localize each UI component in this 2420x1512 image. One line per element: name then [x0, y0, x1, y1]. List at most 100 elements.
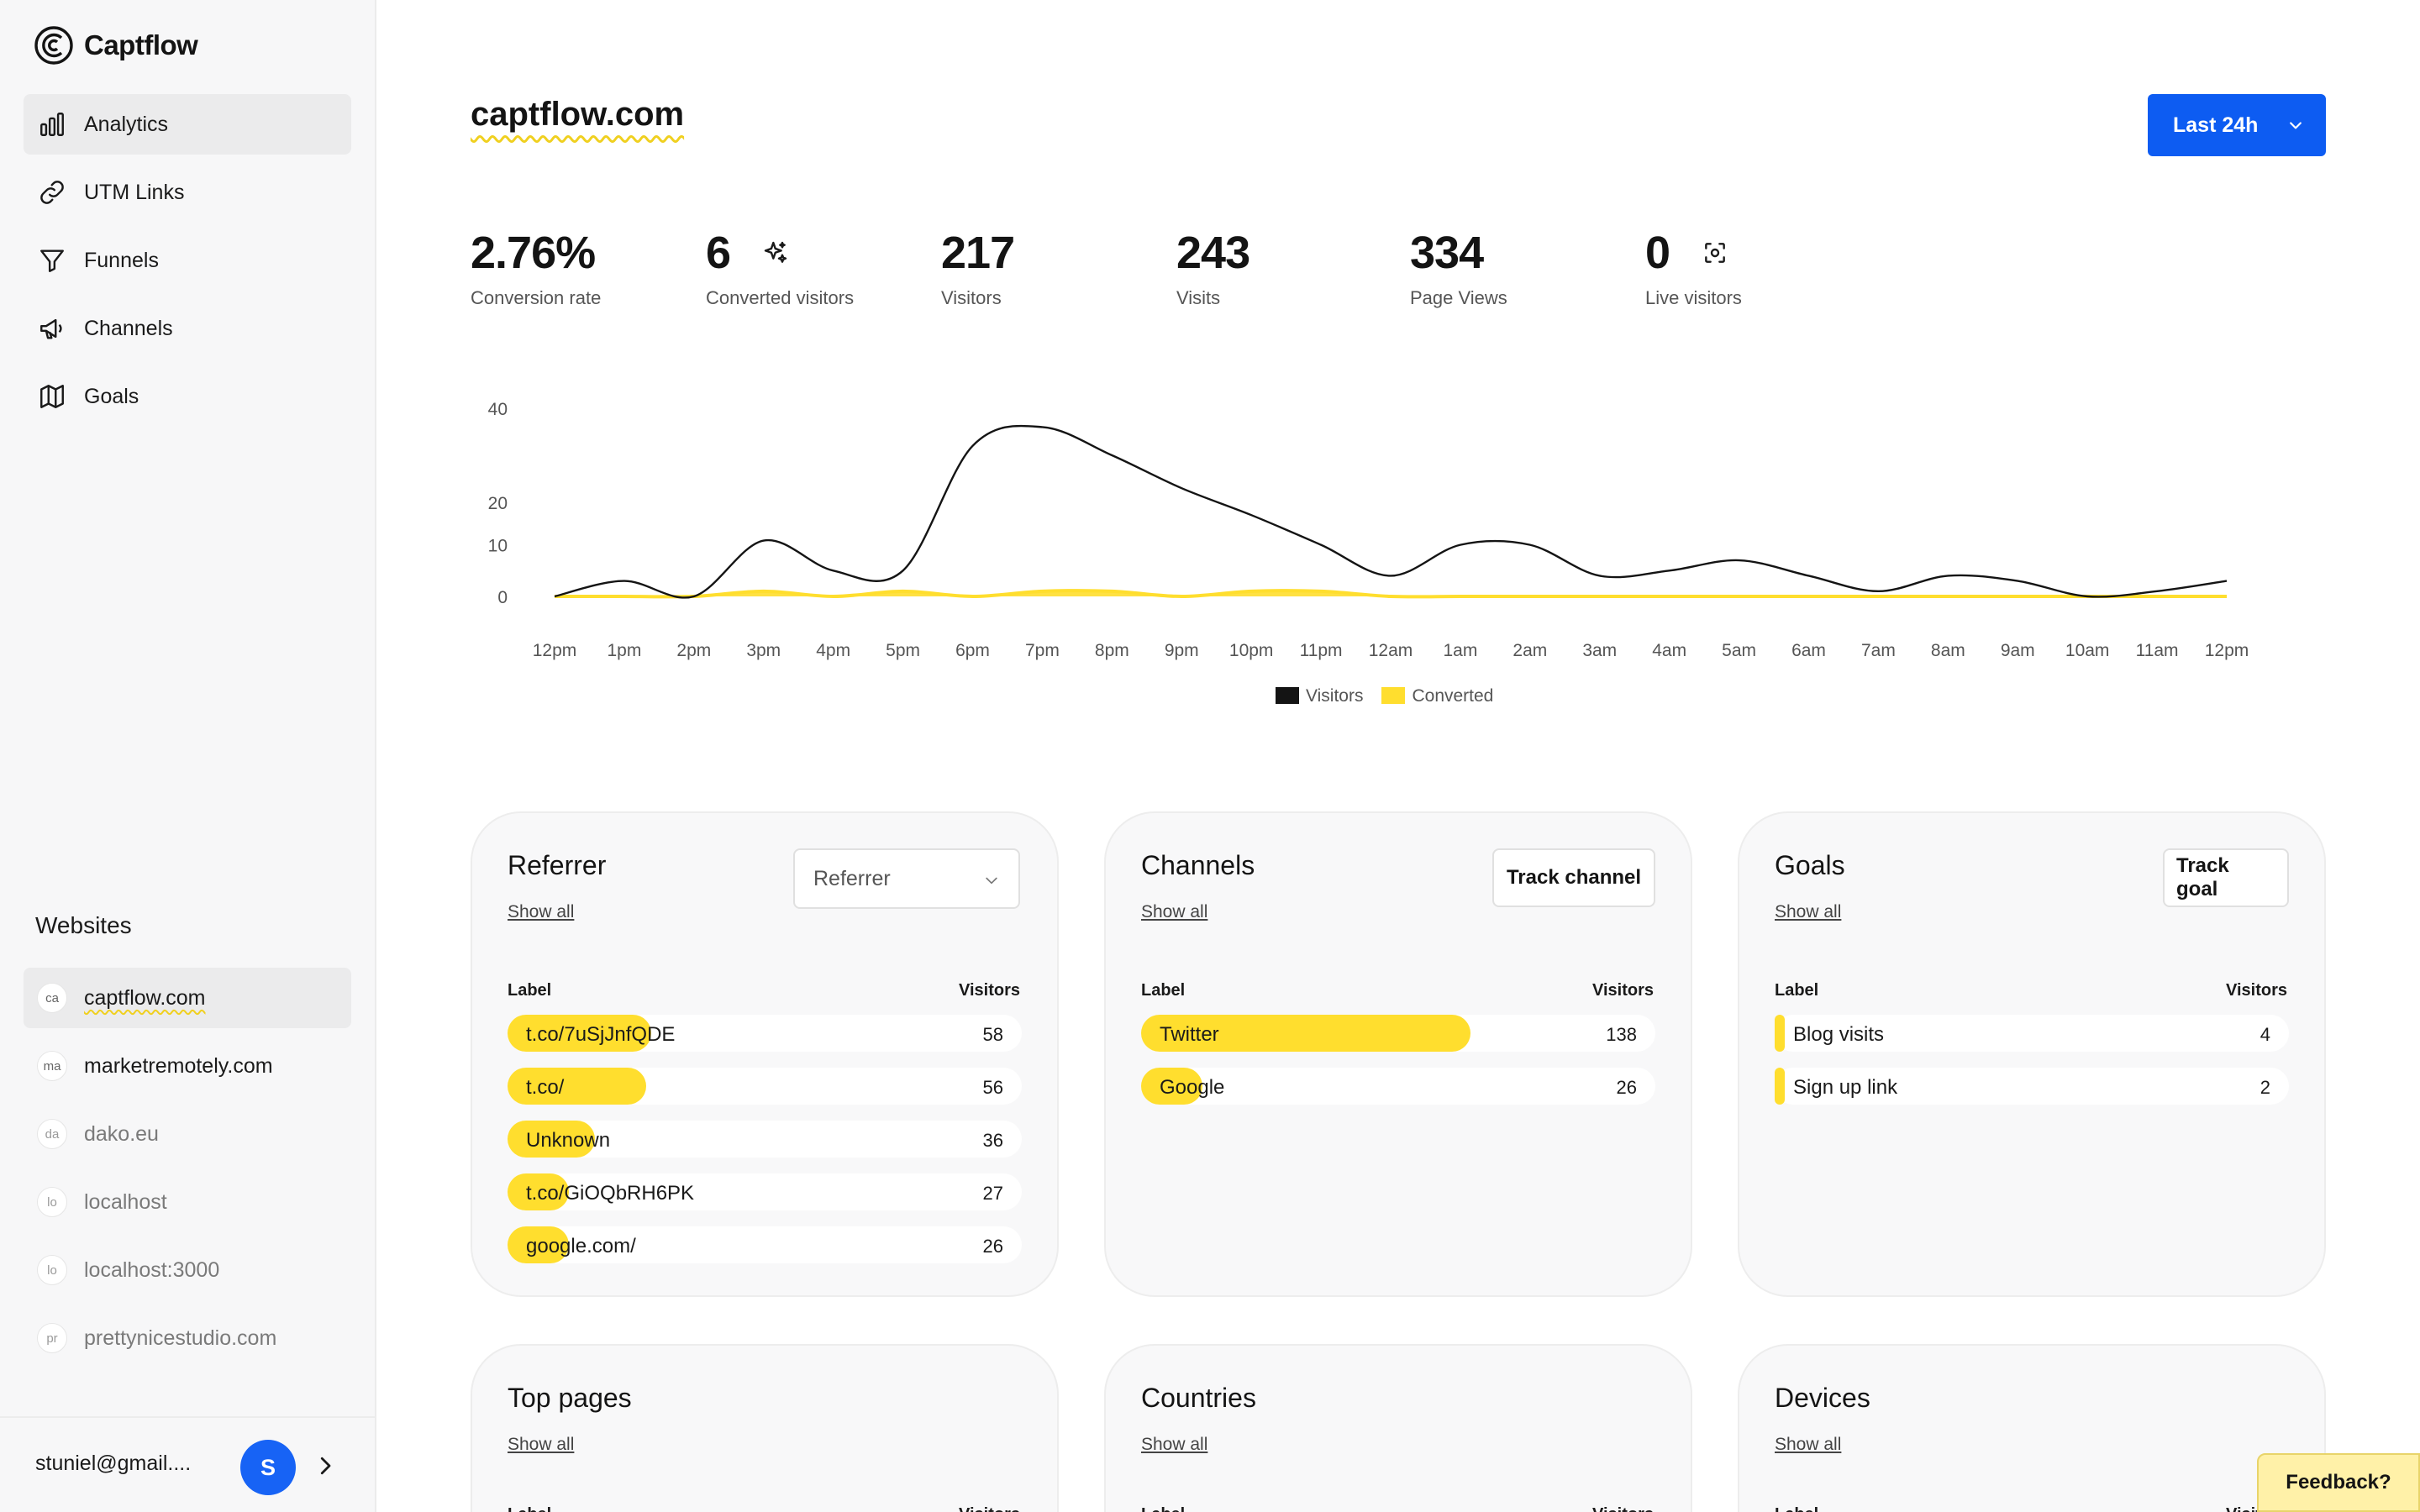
data-point-visitors[interactable]: [1454, 538, 1467, 552]
show-all-link[interactable]: Show all: [1775, 902, 1842, 921]
time-range-dropdown[interactable]: Last 24h: [2148, 94, 2326, 156]
website-item[interactable]: lo localhost:3000: [24, 1240, 351, 1300]
data-point-visitors[interactable]: [1244, 508, 1258, 522]
website-item[interactable]: da dako.eu: [24, 1104, 351, 1164]
show-all-link[interactable]: Show all: [1141, 1435, 1208, 1454]
table-row[interactable]: Blog visits 4: [1775, 1015, 2289, 1052]
data-point-converted[interactable]: [757, 585, 771, 598]
data-point-converted[interactable]: [1105, 585, 1118, 598]
table-row[interactable]: Google 26: [1141, 1068, 1655, 1105]
site-name: prettynicestudio.com: [84, 1326, 277, 1350]
data-point-visitors[interactable]: [687, 590, 701, 603]
data-point-converted[interactable]: [618, 590, 631, 603]
table-row[interactable]: Twitter 138: [1141, 1015, 1655, 1052]
website-item[interactable]: pr prettynicestudio.com: [24, 1308, 351, 1368]
x-tick-label: 10am: [2065, 641, 2110, 660]
data-point-converted[interactable]: [1314, 585, 1328, 598]
track-channel-button[interactable]: Track channel: [1492, 848, 1655, 907]
data-point-visitors[interactable]: [757, 534, 771, 548]
chevron-right-icon[interactable]: [313, 1453, 338, 1478]
site-badge: ma: [37, 1051, 67, 1081]
data-point-visitors[interactable]: [897, 564, 910, 577]
data-point-visitors[interactable]: [2220, 575, 2233, 588]
data-point-visitors[interactable]: [2150, 585, 2164, 598]
user-bar[interactable]: stuniel@gmail.... S: [0, 1416, 375, 1512]
data-point-visitors[interactable]: [966, 439, 980, 453]
data-point-visitors[interactable]: [1663, 564, 1676, 577]
feedback-button[interactable]: Feedback?: [2257, 1453, 2420, 1512]
nav-item-goals[interactable]: Goals: [24, 366, 351, 427]
table-row[interactable]: Unknown 36: [508, 1121, 1022, 1158]
website-item[interactable]: ma marketremotely.com: [24, 1036, 351, 1096]
y-tick-label: 40: [488, 400, 508, 419]
live-scan-icon: [1705, 243, 1725, 263]
track-goal-button[interactable]: Track goal: [2163, 848, 2289, 907]
data-point-visitors[interactable]: [1802, 569, 1816, 582]
data-point-converted[interactable]: [1802, 590, 1816, 603]
data-point-visitors[interactable]: [1175, 481, 1188, 495]
data-point-converted[interactable]: [1244, 585, 1258, 598]
data-point-converted[interactable]: [2220, 590, 2233, 603]
row-label: google.com/: [526, 1235, 636, 1257]
table-row[interactable]: t.co/56: [508, 1068, 1022, 1105]
nav-item-funnels[interactable]: Funnels: [24, 230, 351, 291]
data-point-converted[interactable]: [2011, 590, 2024, 603]
data-point-converted[interactable]: [897, 585, 910, 598]
data-point-converted[interactable]: [1593, 590, 1607, 603]
data-point-converted[interactable]: [1733, 590, 1746, 603]
data-point-visitors[interactable]: [618, 575, 631, 588]
card-title: Countries: [1141, 1383, 1256, 1413]
show-all-link[interactable]: Show all: [1141, 902, 1208, 921]
data-point-visitors[interactable]: [2081, 590, 2094, 603]
data-point-visitors[interactable]: [2011, 575, 2024, 588]
data-point-visitors[interactable]: [1941, 569, 1954, 582]
captflow-logo-icon: [34, 26, 73, 65]
data-point-converted[interactable]: [1035, 585, 1049, 598]
top-pages-card: Top pages Show all Label Visitors: [471, 1344, 1059, 1512]
data-point-converted[interactable]: [827, 590, 840, 603]
logo[interactable]: Captflow: [34, 25, 198, 66]
legend-item-visitors[interactable]: Visitors: [1276, 686, 1363, 706]
site-name: localhost: [84, 1189, 167, 1214]
data-point-visitors[interactable]: [1105, 449, 1118, 462]
data-point-visitors[interactable]: [827, 564, 840, 577]
visitors-chart: 0 10 20 40 12pm 1pm 2pm 3pm 4pm 5pm 6pm 7pm 8pm 9pm 10…: [471, 378, 2252, 731]
data-point-visitors[interactable]: [1733, 554, 1746, 567]
data-point-visitors[interactable]: [1314, 538, 1328, 552]
nav-item-channels[interactable]: Channels: [24, 298, 351, 359]
data-point-visitors[interactable]: [1384, 569, 1397, 582]
data-point-visitors[interactable]: [1871, 585, 1885, 598]
y-tick-label: 0: [497, 588, 508, 607]
website-item[interactable]: lo localhost: [24, 1172, 351, 1232]
data-point-visitors[interactable]: [1035, 420, 1049, 433]
table-row[interactable]: google.com/26: [508, 1226, 1022, 1263]
data-point-visitors[interactable]: [1593, 569, 1607, 582]
stat-label: Conversion rate: [471, 287, 602, 308]
show-all-link[interactable]: Show all: [1775, 1435, 1842, 1454]
show-all-link[interactable]: Show all: [508, 902, 575, 921]
legend-item-converted[interactable]: Converted: [1381, 686, 1493, 706]
data-point-converted[interactable]: [1523, 590, 1537, 603]
nav-item-analytics[interactable]: Analytics: [24, 94, 351, 155]
show-all-link[interactable]: Show all: [508, 1435, 575, 1454]
avatar[interactable]: S: [240, 1440, 296, 1495]
website-item[interactable]: ca captflow.com: [24, 968, 351, 1028]
data-point-converted[interactable]: [1384, 590, 1397, 603]
site-badge: ca: [37, 983, 67, 1013]
stat-label: Converted visitors: [706, 287, 855, 308]
series-converted-area: [555, 591, 2227, 597]
nav-item-utm-links[interactable]: UTM Links: [24, 162, 351, 223]
data-point-converted[interactable]: [1941, 590, 1954, 603]
data-point-converted[interactable]: [966, 590, 980, 603]
table-row[interactable]: Sign up link 2: [1775, 1068, 2289, 1105]
data-point-converted[interactable]: [1175, 590, 1188, 603]
row-bar: [1141, 1068, 1203, 1105]
data-point-converted[interactable]: [1663, 590, 1676, 603]
data-point-converted[interactable]: [1454, 590, 1467, 603]
table-row[interactable]: t.co/7uSjJnfQDE 58: [508, 1015, 1022, 1052]
referrer-select[interactable]: Referrer: [793, 848, 1020, 909]
table-row[interactable]: t.co/GiOQbRH6PK 27: [508, 1173, 1022, 1210]
stat-live-visitors: 0 Live visitors: [1645, 227, 1864, 309]
data-point-visitors[interactable]: [1523, 538, 1537, 552]
data-point-visitors[interactable]: [548, 590, 561, 603]
